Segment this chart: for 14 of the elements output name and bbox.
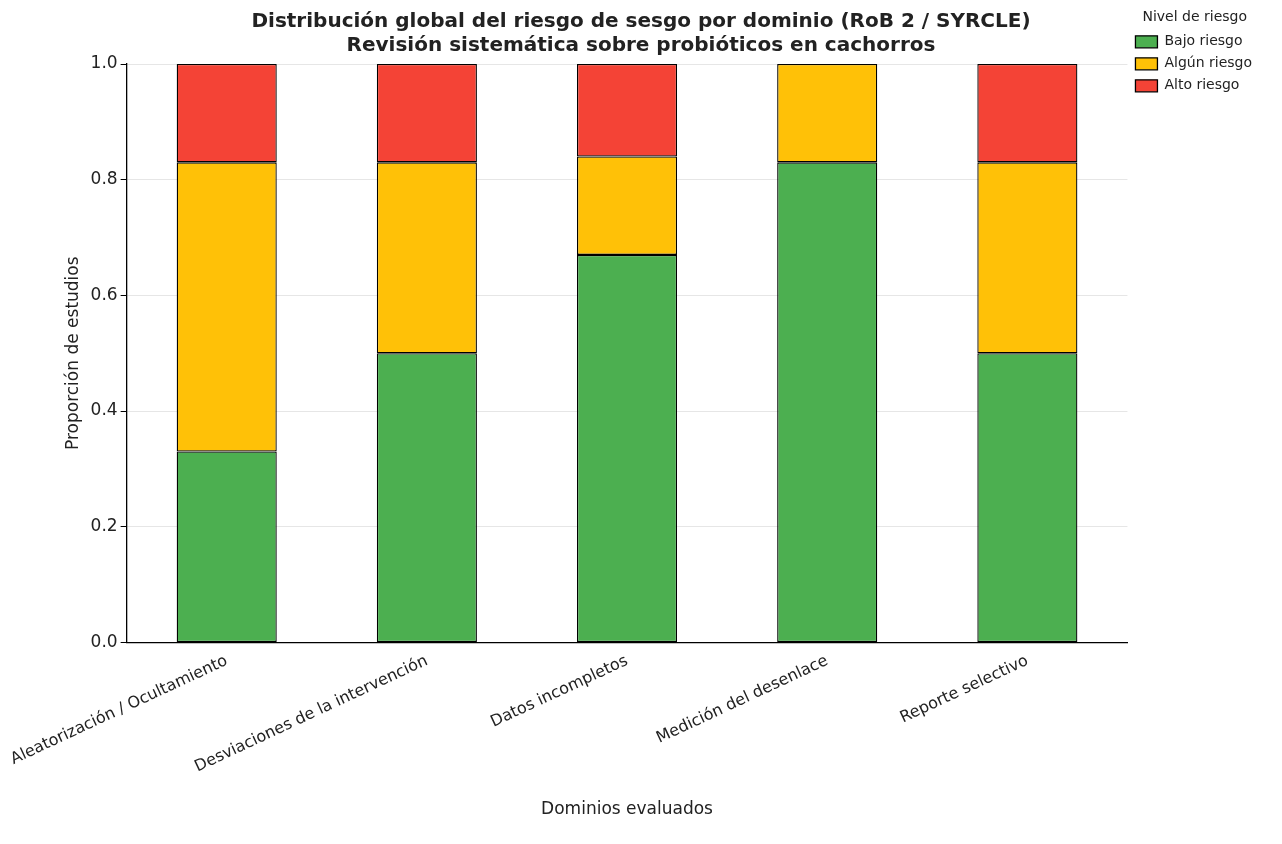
y-tick-label: 1.0 bbox=[90, 52, 118, 73]
y-tick-label: 0.4 bbox=[90, 399, 118, 420]
y-tick-label: 0.6 bbox=[90, 283, 118, 304]
y-tick-label: 0.2 bbox=[90, 515, 118, 536]
chart-title: Distribución global del riesgo de sesgo por dominio (RoB 2 / SYRCLE) bbox=[251, 8, 1031, 33]
legend-label: Alto riesgo bbox=[1164, 76, 1240, 93]
y-tick-label: 0.0 bbox=[90, 630, 118, 651]
chart-subtitle: Revisión sistemática sobre probióticos en cachorros bbox=[346, 32, 936, 57]
x-axis-title: Dominios evaluados bbox=[541, 798, 714, 819]
y-tick-label: 0.8 bbox=[90, 168, 118, 189]
y-axis-title: Proporción de estudios bbox=[61, 256, 82, 451]
legend-label: Algún riesgo bbox=[1164, 54, 1253, 71]
legend-label: Bajo riesgo bbox=[1164, 32, 1243, 49]
legend-title: Nivel de riesgo bbox=[1142, 7, 1247, 24]
